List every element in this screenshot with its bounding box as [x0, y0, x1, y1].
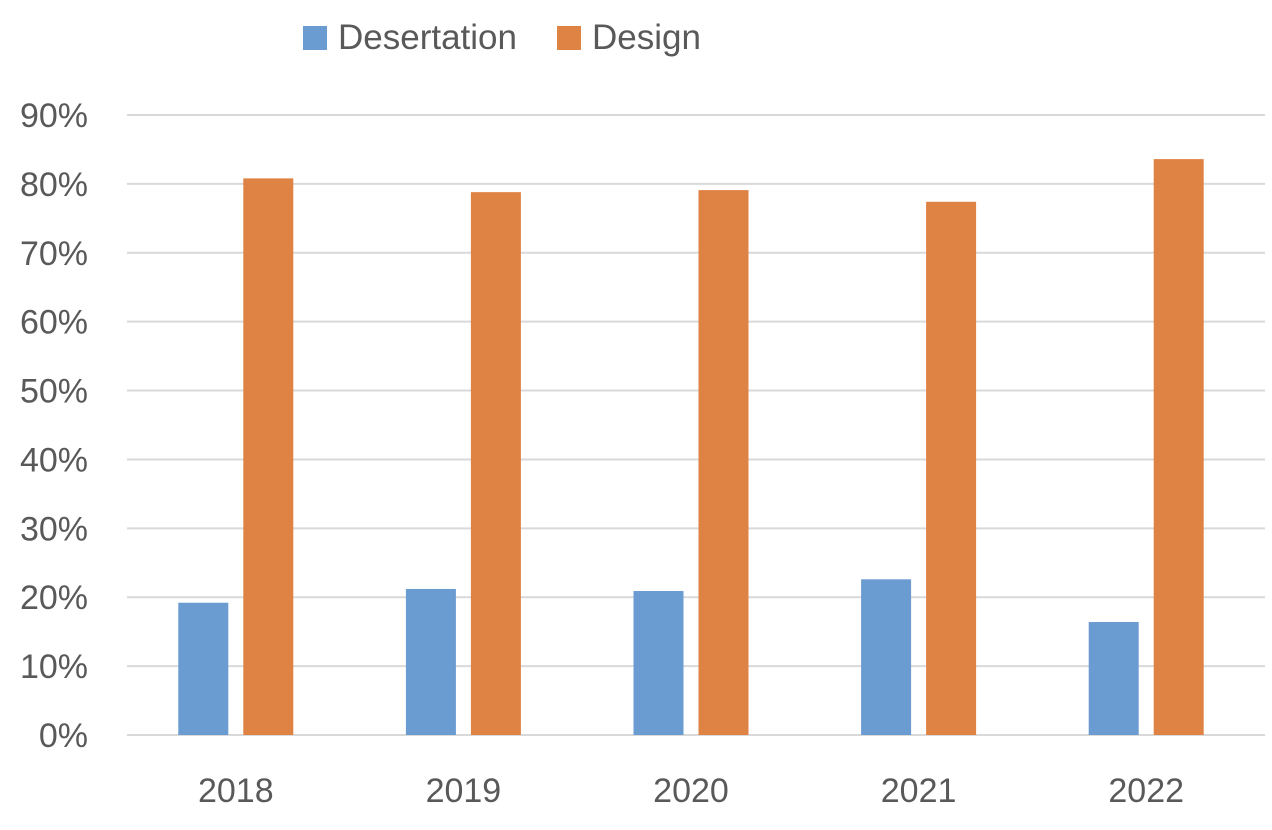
- y-tick-label: 70%: [20, 235, 88, 273]
- legend: Desertation Design: [303, 18, 741, 58]
- legend-item-design: Design: [556, 18, 701, 58]
- y-tick-label: 60%: [20, 304, 88, 342]
- legend-label-desertation: Desertation: [338, 18, 517, 57]
- bar-desertation-2022: [1088, 622, 1139, 735]
- y-tick-label: 50%: [20, 373, 88, 411]
- y-tick-label: 0%: [39, 717, 88, 755]
- bar-design-2018: [243, 178, 294, 735]
- x-tick-label: 2021: [881, 772, 957, 810]
- y-tick-label: 80%: [20, 166, 88, 204]
- legend-swatch-design: [556, 26, 581, 50]
- legend-swatch-desertation: [303, 26, 327, 50]
- bar-desertation-2021: [861, 579, 912, 735]
- x-tick-label: 2020: [653, 772, 729, 810]
- legend-label-design: Design: [591, 18, 701, 57]
- y-tick-label: 90%: [20, 97, 88, 135]
- y-tick-label: 20%: [20, 579, 88, 617]
- bar-design-2019: [470, 192, 521, 736]
- x-tick-label: 2019: [426, 772, 502, 810]
- bar-design-2020: [698, 190, 749, 736]
- x-tick-label: 2022: [1108, 772, 1184, 810]
- legend-item-desertation: Desertation: [303, 18, 517, 58]
- y-tick-label: 40%: [20, 441, 88, 479]
- bar-desertation-2020: [633, 591, 684, 735]
- y-tick-label: 10%: [20, 648, 88, 686]
- bar-design-2022: [1153, 159, 1204, 736]
- bar-design-2021: [926, 201, 977, 736]
- bar-desertation-2019: [405, 588, 456, 735]
- x-tick-label: 2018: [198, 772, 274, 810]
- bar-desertation-2018: [178, 602, 229, 735]
- y-tick-label: 30%: [20, 510, 88, 548]
